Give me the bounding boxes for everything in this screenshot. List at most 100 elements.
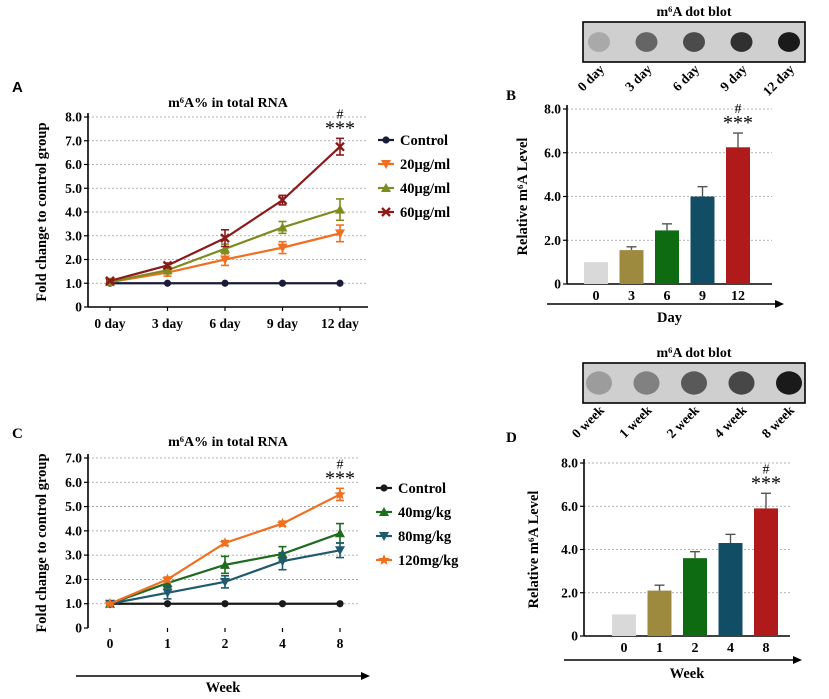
x-tick-label: 4	[727, 641, 734, 656]
x-tick-label: 1	[656, 641, 663, 656]
bar	[647, 590, 672, 636]
blot-title: m⁶A dot blot	[657, 346, 732, 361]
x-axis-label: Day	[657, 310, 683, 326]
x-axis-arrow	[361, 672, 370, 680]
y-tick-label: 0	[75, 300, 82, 315]
blot-dot	[778, 32, 800, 52]
data-point	[105, 276, 115, 286]
panel-a-line-chart: 0 1.0 2.0 3.0 4.0 5.0 6.0 7.0 8.0 0 day 3 day 6 day…	[34, 96, 450, 331]
data-point	[335, 528, 345, 538]
x-tick-label: 3 day	[152, 316, 183, 331]
blot-label: 4 week	[711, 402, 750, 441]
y-tick-label: 4.0	[561, 542, 578, 557]
blot-label: 2 week	[664, 402, 703, 441]
data-point	[104, 597, 116, 609]
x-axis-label: Week	[206, 680, 242, 696]
significance-stars: ***	[325, 117, 355, 139]
bar	[690, 196, 715, 284]
bar	[655, 230, 679, 284]
x-tick-label: 4	[279, 636, 286, 651]
data-point	[277, 195, 288, 205]
significance-stars: ***	[723, 112, 753, 134]
bar	[619, 250, 644, 284]
y-tick-label: 4.0	[65, 523, 82, 538]
y-tick-label: 7.0	[65, 133, 82, 148]
x-tick-label: 0	[107, 636, 114, 651]
y-tick-label: 1.0	[65, 276, 82, 291]
y-tick-label: 5.0	[65, 499, 82, 514]
bar	[612, 614, 636, 636]
data-point	[163, 600, 172, 608]
data-point	[221, 279, 229, 287]
panel-letter-c: C	[12, 426, 23, 442]
data-point	[162, 265, 173, 275]
bar	[683, 558, 707, 636]
y-tick-label: 8.0	[65, 110, 82, 125]
series-control	[106, 600, 344, 608]
data-point	[336, 600, 344, 608]
y-axis-label: Fold change to control group	[34, 122, 50, 301]
data-point	[221, 600, 229, 608]
blot-label: 9 day	[717, 61, 750, 94]
blot-label: 0 day	[574, 61, 607, 94]
data-point	[277, 243, 288, 253]
data-point	[161, 573, 174, 585]
y-tick-label: 8.0	[544, 102, 561, 117]
blot-label: 8 week	[759, 402, 798, 441]
x-axis-arrow	[793, 656, 802, 664]
legend-label: 60μg/ml	[400, 205, 450, 221]
data-point	[335, 546, 345, 556]
y-tick-label: 0	[554, 277, 561, 292]
x-axis-label: Week	[670, 666, 706, 682]
x-tick-label: 6 day	[209, 316, 240, 331]
significance-hash: #	[337, 457, 344, 472]
blot-dot	[683, 32, 705, 52]
x-tick-label: 0 day	[94, 316, 125, 331]
x-tick-label: 9 day	[267, 316, 298, 331]
data-point	[278, 279, 287, 287]
significance-stars: ***	[325, 467, 355, 489]
blot-label: 12 day	[760, 61, 798, 99]
panel-letter-b: B	[506, 88, 516, 104]
series-120mgkg	[104, 487, 346, 609]
data-point	[335, 204, 345, 214]
y-tick-label: 2.0	[561, 585, 578, 600]
data-point	[163, 279, 172, 287]
y-tick-label: 2.0	[544, 233, 561, 248]
y-tick-label: 1.0	[65, 596, 82, 611]
data-point	[220, 255, 230, 265]
bar	[726, 147, 750, 284]
data-point	[335, 141, 345, 152]
blot-dot	[588, 32, 610, 52]
x-tick-label: 3	[628, 289, 635, 304]
legend-label: 40μg/ml	[400, 181, 450, 197]
x-axis-arrow	[775, 300, 784, 308]
dot-blot-days: m⁶A dot blot 0 day 3 day 6 day 9 day 12 day	[574, 5, 806, 99]
panel-d-bar-chart: 0 2.0 4.0 6.0 8.0 Relative m⁶A Level Week 0 1 2 4 8…	[526, 456, 802, 682]
x-tick-label: 8	[763, 641, 770, 656]
series-40mgkg	[105, 522, 345, 608]
legend-label: 40mg/kg	[398, 505, 452, 521]
data-point	[278, 600, 287, 608]
data-point	[336, 279, 344, 287]
blot-label: 6 day	[669, 61, 702, 94]
x-tick-label: 2	[222, 636, 229, 651]
x-tick-label: 0	[593, 289, 600, 304]
blot-dot	[730, 32, 753, 52]
x-tick-label: 2	[692, 641, 699, 656]
y-tick-label: 0	[75, 621, 82, 636]
legend-marker	[381, 207, 391, 217]
y-axis-label: Fold change to control group	[34, 453, 50, 632]
x-tick-label: 8	[337, 636, 344, 651]
legend-marker	[381, 160, 391, 169]
dot-blot-weeks: m⁶A dot blot 0 week 1 week 2 week 4 week 8 we…	[569, 346, 806, 441]
x-tick-label: 9	[699, 289, 706, 304]
y-tick-label: 7.0	[65, 451, 82, 466]
legend-marker	[381, 183, 391, 192]
legend-marker	[382, 136, 390, 144]
blot-label: 1 week	[616, 402, 655, 441]
data-point	[162, 588, 173, 598]
significance-stars: ***	[751, 472, 781, 494]
chart-title: m⁶A% in total RNA	[168, 435, 289, 450]
